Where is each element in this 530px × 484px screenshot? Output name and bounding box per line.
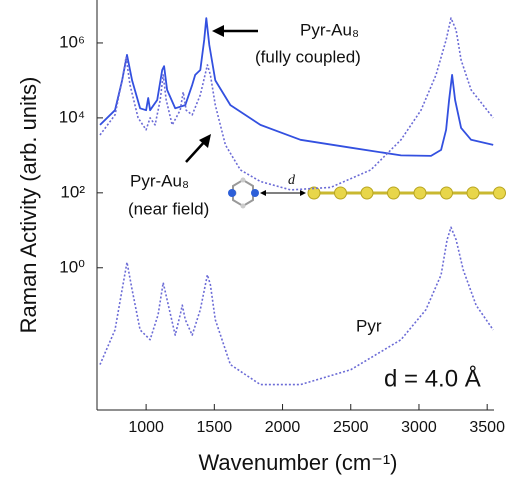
arrow-head (300, 190, 306, 196)
arrow-head (199, 134, 211, 148)
atom (240, 203, 246, 209)
gold-atom (334, 186, 347, 200)
gold-atom (440, 186, 453, 200)
atom (240, 177, 246, 183)
x-tick-label: 3000 (401, 419, 437, 436)
x-tick-label: 2000 (265, 419, 301, 436)
y-tick-label: 10⁴ (59, 107, 85, 126)
x-axis-label: Wavenumber (cm⁻¹) (198, 450, 397, 475)
annotation: (near field) (128, 199, 209, 218)
series-line (99, 226, 494, 386)
y-axis-label: Raman Activity (arb. units) (16, 77, 41, 334)
series-line (99, 17, 494, 191)
inset-label: d (288, 173, 296, 188)
x-tick-label: 3500 (469, 419, 505, 436)
gold-atom (307, 186, 321, 200)
annotation: Pyr (356, 316, 382, 335)
gold-atom (387, 186, 400, 200)
gold-atom (493, 186, 506, 200)
inset: d (228, 173, 506, 209)
y-tick-label: 10⁶ (59, 32, 85, 51)
x-tick-label: 1500 (197, 419, 233, 436)
arrow-head (212, 25, 224, 37)
gold-atom (466, 186, 480, 200)
gold-atom (360, 186, 374, 200)
arrow-head (260, 190, 266, 196)
series-line (99, 17, 494, 157)
annotation: (fully coupled) (255, 47, 361, 66)
arrow (185, 139, 207, 163)
atom (228, 189, 236, 197)
x-tick-label: 1000 (128, 419, 164, 436)
x-tick-label: 2500 (333, 419, 369, 436)
y-tick-label: 10² (60, 182, 85, 201)
annotation: Pyr-Au₈ (130, 171, 189, 190)
annotation: d = 4.0 Å (384, 364, 481, 392)
atom (251, 189, 259, 197)
annotation: Pyr-Au₈ (300, 20, 359, 39)
gold-atom (413, 186, 427, 200)
y-tick-label: 10⁰ (59, 257, 85, 276)
